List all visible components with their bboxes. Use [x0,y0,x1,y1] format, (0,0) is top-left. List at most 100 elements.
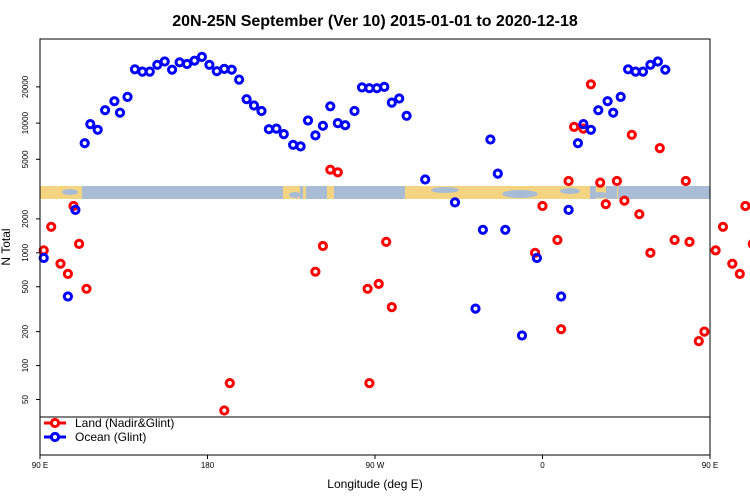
land-point [654,143,665,154]
y-tick-label: 20000 [21,75,30,98]
ocean-point [196,51,207,63]
land-point [569,121,580,133]
chart-title: 20N-25N September (Ver 10) 2015-01-01 to… [172,13,578,30]
map-strip-water-0 [62,189,78,195]
ocean-point [615,91,626,103]
map-strip-land-6 [617,186,618,199]
land-point [55,258,66,269]
ocean-point [79,138,90,149]
ocean-point [585,124,597,135]
y-tick-label: 100 [21,358,30,372]
ocean-point [204,59,215,70]
land-point [62,268,74,279]
ocean-point [470,303,481,314]
land-point [332,167,343,178]
land-point [224,378,235,389]
land-point [619,195,630,206]
ocean-point [637,66,649,77]
ocean-point [144,66,155,77]
ocean-point [516,330,528,341]
land-point [46,221,57,232]
ocean-point [189,55,200,66]
y-tick-label: 50 [21,395,30,404]
land-point [747,239,750,249]
land-point [669,234,680,246]
ocean-point [492,168,503,179]
land-point [317,240,328,252]
ocean-point [325,101,336,112]
map-strip-water-5 [592,192,608,198]
ocean-point [593,105,604,116]
land-point [81,283,92,294]
map-strip [40,186,710,199]
land-point [219,405,230,416]
ocean-point [317,120,328,131]
ocean-point [256,105,267,117]
ocean-point [602,96,613,107]
x-tick-label: 180 [201,461,215,470]
ocean-point [379,81,390,93]
ocean-point [645,59,656,70]
ocean-point [234,74,245,85]
land-point [680,175,691,187]
land-point [373,278,384,289]
ocean-point [578,119,589,130]
plot-frame [39,38,711,456]
ocean-point [449,197,461,208]
land-point [585,79,597,90]
y-tick-label: 5000 [21,150,30,168]
ocean-point [340,120,351,131]
axis-ticks: 90 E 180 90 W 0 90 E 50 100 200 500 1000 2000 5000 1… [21,75,718,470]
data-points [38,51,750,416]
ocean-point [181,58,193,70]
ocean-point [271,123,282,134]
land-point [364,378,375,389]
map-strip-water-3 [502,190,538,198]
ocean-point [295,141,306,152]
ocean-point [556,291,567,302]
x-tick-label: 90 E [32,461,48,470]
ocean-point [420,174,431,185]
ocean-point [394,93,405,104]
ocean-point [608,107,619,118]
land-point [693,336,704,347]
legend-marker-ocean [49,431,61,443]
land-point [556,324,567,335]
ocean-point [92,124,103,135]
land-point [552,234,563,246]
map-strip-water-4 [560,188,580,194]
ocean-point [241,94,252,105]
land-point [386,302,397,313]
ocean-point [660,64,671,75]
ocean-point [401,110,412,121]
y-tick-label: 200 [21,324,30,338]
ocean-point [62,291,74,302]
y-tick-label: 2000 [21,209,30,227]
ocean-point [572,138,584,149]
land-point [74,238,85,249]
ocean-point [159,56,170,67]
ocean-point [114,107,126,118]
land-point [381,236,392,247]
ocean-point [122,91,133,103]
land-point [645,247,656,258]
land-point [699,326,710,337]
land-point [611,175,623,187]
land-point [710,245,721,256]
ocean-point [302,115,314,126]
legend-label-ocean: Ocean (Glint) [75,430,146,444]
x-tick-label: 0 [540,461,545,470]
land-point [734,268,745,279]
land-point [600,199,611,210]
map-strip-water-2 [431,187,459,193]
ocean-point [531,252,543,264]
x-tick-label: 90 W [366,461,385,470]
land-point [563,175,574,187]
ocean-point [85,119,96,130]
land-point [595,177,606,188]
map-strip-ocean [40,186,710,199]
land-point [362,283,373,294]
ocean-point [563,204,574,215]
ocean-point [38,252,49,264]
legend-label-land: Land (Nadir&Glint) [75,416,174,430]
